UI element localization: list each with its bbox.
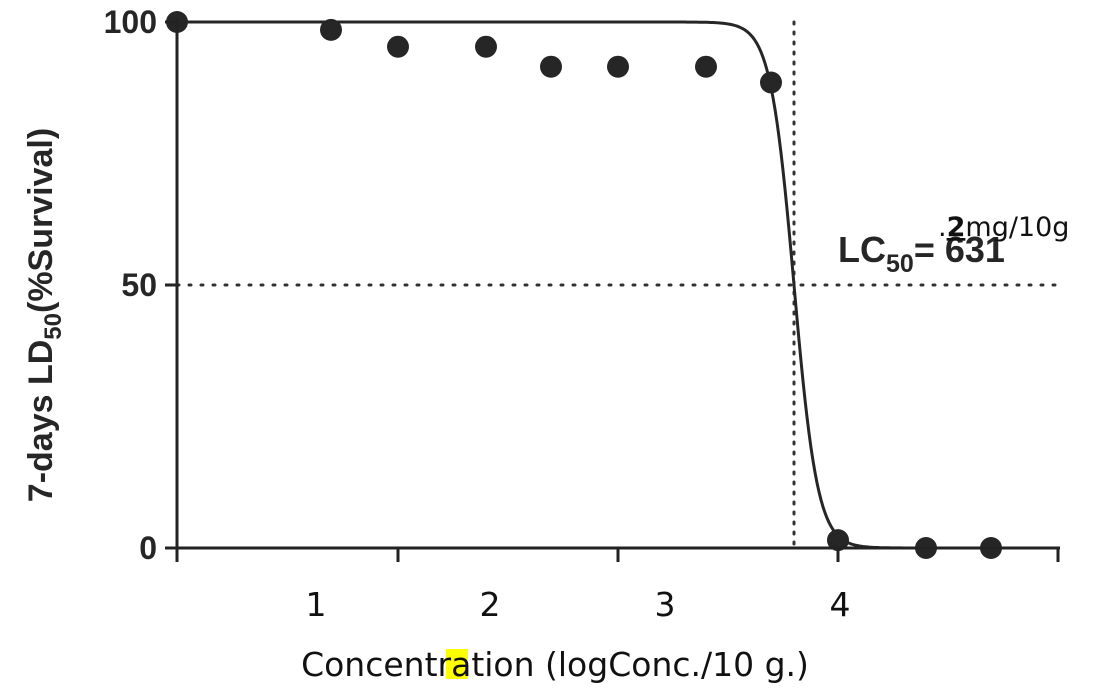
- data-point-7: [695, 55, 717, 78]
- x-tick-label-3: 3: [655, 585, 676, 624]
- data-point-6: [607, 55, 629, 78]
- y-tick-label-0: 0: [139, 530, 157, 566]
- highlight-mark: [446, 649, 468, 679]
- lc50-annotation: LC50= 631: [838, 229, 1005, 278]
- data-point-4: [475, 35, 497, 58]
- x-tick-label-2: 2: [480, 585, 501, 624]
- y-tick-label-100: 100: [104, 4, 157, 40]
- y-tick-labels: 0 50 100: [104, 4, 157, 566]
- data-point-9: [827, 529, 849, 552]
- data-point-5: [540, 55, 562, 78]
- reference-lines: [175, 20, 1062, 550]
- data-point-3: [387, 35, 409, 58]
- data-point-2: [320, 18, 342, 41]
- lc50-unit: .2mg/10g: [938, 212, 1069, 243]
- y-tick-label-50: 50: [121, 267, 157, 303]
- x-tick-label-4: 4: [830, 585, 851, 624]
- x-tick-labels: 1 2 3 4: [306, 585, 851, 624]
- data-points: [166, 11, 1002, 559]
- axes: [165, 18, 1060, 562]
- y-axis-label: 7-days LD50(%Survival): [22, 128, 67, 502]
- x-axis-label: Concentration (logConc./10 g.): [301, 645, 809, 684]
- x-tick-label-1: 1: [306, 585, 327, 624]
- data-point-8: [760, 71, 782, 94]
